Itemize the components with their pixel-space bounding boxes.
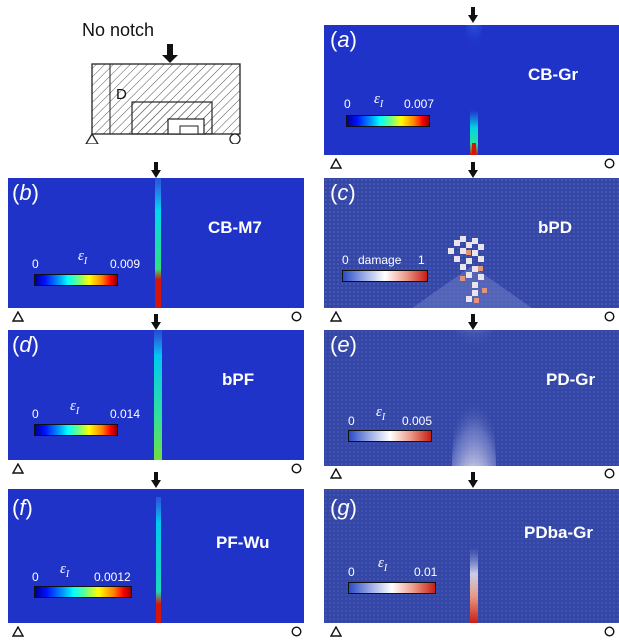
strain-field-a xyxy=(466,25,482,155)
strain-field-d xyxy=(154,330,162,460)
beam-schematic xyxy=(85,44,241,144)
epsilon-symbol-b: εI xyxy=(78,248,88,267)
colorbar-b xyxy=(34,274,118,286)
colorbar-min-b: 0 xyxy=(32,257,39,271)
method-label-a: CB-Gr xyxy=(528,65,579,84)
pin-support-a xyxy=(329,156,343,169)
schematic-title: No notch xyxy=(82,20,155,40)
colorbar-d xyxy=(34,424,118,436)
panel-e: (e) PD-Gr 0 εI 0.005 xyxy=(324,330,619,466)
panel-a: (a) CB-Gr 0 εI 0.007 xyxy=(324,25,619,155)
pin-support-e xyxy=(329,466,343,479)
colorbar-max-e: 0.005 xyxy=(402,414,433,428)
roller-support-a xyxy=(604,156,615,169)
method-label-d: bPF xyxy=(222,370,255,389)
roller-support-e xyxy=(604,466,615,479)
colorbar-min-e: 0 xyxy=(348,414,355,428)
load-arrow-g xyxy=(468,472,478,488)
damage-field-c xyxy=(324,178,619,308)
load-arrow-d xyxy=(151,314,161,330)
strain-field-b xyxy=(155,178,161,308)
colorbar-min-f: 0 xyxy=(32,570,39,584)
pin-support-f xyxy=(11,624,25,637)
colorbar-min-d: 0 xyxy=(32,407,39,421)
panel-letter-f: (f) xyxy=(12,495,33,520)
load-arrow-c xyxy=(468,162,478,178)
colorbar-max-c: 1 xyxy=(418,253,425,267)
strain-field-g xyxy=(324,489,619,623)
roller-support-b xyxy=(291,309,302,322)
colorbar-g xyxy=(348,582,436,594)
schematic: No notch D xyxy=(70,14,270,144)
epsilon-symbol-d: εI xyxy=(70,398,80,417)
colorbar-e xyxy=(348,430,432,442)
panel-d: (d) bPF 0 εI 0.014 xyxy=(8,330,304,460)
colorbar-min-c: 0 xyxy=(342,253,349,267)
panel-letter-c: (c) xyxy=(330,180,356,205)
colorbar-max-b: 0.009 xyxy=(110,257,141,271)
panel-f: (f) PF-Wu 0 εI 0.0012 xyxy=(8,489,304,623)
panel-letter-g: (g) xyxy=(330,495,357,520)
method-label-e: PD-Gr xyxy=(546,370,596,389)
epsilon-symbol-f: εI xyxy=(60,561,70,580)
strain-field-f xyxy=(156,497,161,623)
load-arrow-f xyxy=(151,472,161,488)
epsilon-symbol-a: εI xyxy=(374,91,384,110)
colorbar-min-a: 0 xyxy=(344,97,351,111)
panel-c: (c) bPD 0 damage 1 xyxy=(324,178,619,308)
pin-support-d xyxy=(11,461,25,474)
colorbar-max-a: 0.007 xyxy=(404,97,435,111)
roller-support-d xyxy=(291,461,302,474)
panel-letter-a: (a) xyxy=(330,27,357,52)
roller-support-f xyxy=(291,624,302,637)
colorbar-f xyxy=(34,586,132,598)
colorbar-max-g: 0.01 xyxy=(414,565,438,579)
load-arrow-e xyxy=(468,314,478,330)
method-label-b: CB-M7 xyxy=(208,218,262,237)
strain-field-e xyxy=(324,330,619,466)
load-arrow-b xyxy=(151,162,161,178)
pin-support-g xyxy=(329,624,343,637)
panel-b: (b) CB-M7 0 εI 0.009 xyxy=(8,178,304,308)
colorbar-min-g: 0 xyxy=(348,565,355,579)
colorbar-c xyxy=(342,270,428,282)
epsilon-symbol-e: εI xyxy=(376,404,386,423)
colorbar-max-d: 0.014 xyxy=(110,407,141,421)
load-arrow-a xyxy=(468,7,478,23)
colorbar-max-f: 0.0012 xyxy=(94,570,131,584)
depth-label: D xyxy=(116,86,127,103)
epsilon-symbol-g: εI xyxy=(378,555,388,574)
panel-letter-d: (d) xyxy=(12,332,39,357)
colorbar-a xyxy=(346,115,430,127)
method-label-f: PF-Wu xyxy=(216,533,270,552)
method-label-c: bPD xyxy=(538,218,572,237)
colorbar-title-c: damage xyxy=(358,253,402,267)
panel-letter-b: (b) xyxy=(12,180,39,205)
pin-support-c xyxy=(329,309,343,322)
panel-g: (g) PDba-Gr 0 εI 0.01 xyxy=(324,489,619,623)
roller-support-g xyxy=(604,624,615,637)
roller-support-c xyxy=(604,309,615,322)
pin-support-b xyxy=(11,309,25,322)
panel-letter-e: (e) xyxy=(330,332,357,357)
method-label-g: PDba-Gr xyxy=(524,523,593,542)
